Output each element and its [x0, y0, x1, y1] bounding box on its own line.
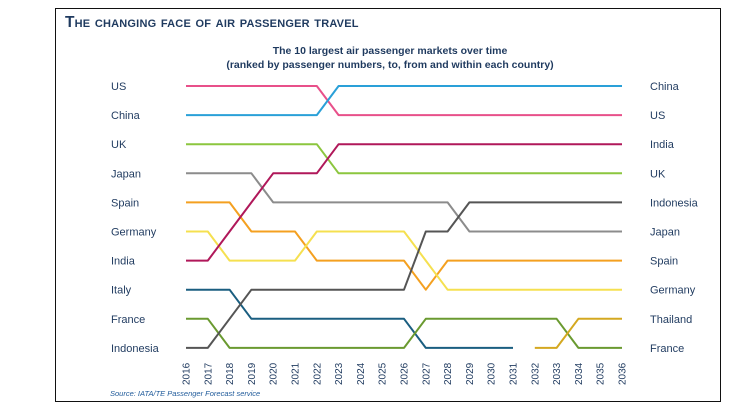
x-tick-2032: 2032 — [530, 362, 541, 385]
series-line-india — [186, 143, 622, 262]
series-line-thailand — [534, 317, 622, 349]
x-tick-2034: 2034 — [574, 362, 585, 385]
right-label-rank-4: UK — [650, 168, 666, 180]
left-label-rank-9: France — [111, 314, 145, 326]
right-label-rank-6: Japan — [650, 227, 680, 239]
left-label-rank-7: India — [111, 256, 136, 268]
left-label-rank-3: UK — [111, 139, 127, 151]
source-note: Source: IATA/TE Passenger Forecast servi… — [110, 389, 261, 398]
x-tick-2018: 2018 — [225, 362, 236, 385]
left-label-rank-2: China — [111, 110, 141, 122]
right-label-rank-8: Germany — [650, 285, 696, 297]
x-tick-2022: 2022 — [312, 362, 323, 385]
left-label-rank-10: Indonesia — [111, 343, 160, 355]
series-layer — [186, 85, 622, 349]
x-tick-2027: 2027 — [421, 362, 432, 385]
x-tick-2031: 2031 — [509, 362, 520, 385]
series-line-spain — [186, 201, 622, 291]
x-tick-2024: 2024 — [356, 362, 367, 385]
right-label-rank-10: France — [650, 343, 684, 355]
series-line-germany — [186, 230, 622, 291]
right-label-rank-9: Thailand — [650, 314, 692, 326]
chart-title: The changing face of air passenger trave… — [65, 14, 359, 31]
series-line-france — [186, 317, 622, 349]
right-label-rank-1: China — [650, 81, 680, 93]
left-label-rank-4: Japan — [111, 168, 141, 180]
left-label-rank-8: Italy — [111, 285, 132, 297]
x-tick-2016: 2016 — [182, 362, 193, 385]
left-label-rank-1: US — [111, 81, 126, 93]
x-tick-2017: 2017 — [203, 362, 214, 385]
right-label-rank-5: Indonesia — [650, 197, 699, 209]
right-rank-labels: China US India UK Indonesia Japan Spain Germany… — [650, 81, 699, 355]
x-tick-2029: 2029 — [465, 362, 476, 385]
x-tick-2023: 2023 — [334, 362, 345, 385]
x-tick-2033: 2033 — [552, 362, 563, 385]
x-tick-2026: 2026 — [400, 362, 411, 385]
subtitle-line-2: (ranked by passenger numbers, to, from a… — [226, 59, 554, 71]
right-label-rank-3: India — [650, 139, 675, 151]
series-line-us — [186, 85, 622, 117]
chart-subtitle: The 10 largest air passenger markets ove… — [120, 44, 660, 72]
right-label-rank-2: US — [650, 110, 665, 122]
x-tick-2028: 2028 — [443, 362, 454, 385]
left-rank-labels: US China UK Japan Spain Germany India Italy Fran… — [111, 81, 160, 355]
x-tick-2020: 2020 — [269, 362, 280, 385]
right-label-rank-7: Spain — [650, 256, 678, 268]
x-tick-2025: 2025 — [378, 362, 389, 385]
series-line-uk — [186, 143, 622, 175]
x-tick-2021: 2021 — [291, 362, 302, 385]
series-line-indonesia — [186, 201, 622, 349]
x-tick-2019: 2019 — [247, 362, 258, 385]
x-tick-2036: 2036 — [618, 362, 629, 385]
x-tick-2030: 2030 — [487, 362, 498, 385]
x-tick-2035: 2035 — [596, 362, 607, 385]
left-label-rank-6: Germany — [111, 227, 157, 239]
left-label-rank-5: Spain — [111, 197, 139, 209]
subtitle-line-1: The 10 largest air passenger markets ove… — [272, 45, 508, 57]
chart-frame — [55, 8, 721, 402]
x-axis-tick-labels: 2016 2017 2018 2019 2020 2021 2022 2023 2024 2025… — [182, 362, 629, 385]
series-line-japan — [186, 172, 622, 233]
series-line-china — [186, 85, 622, 117]
